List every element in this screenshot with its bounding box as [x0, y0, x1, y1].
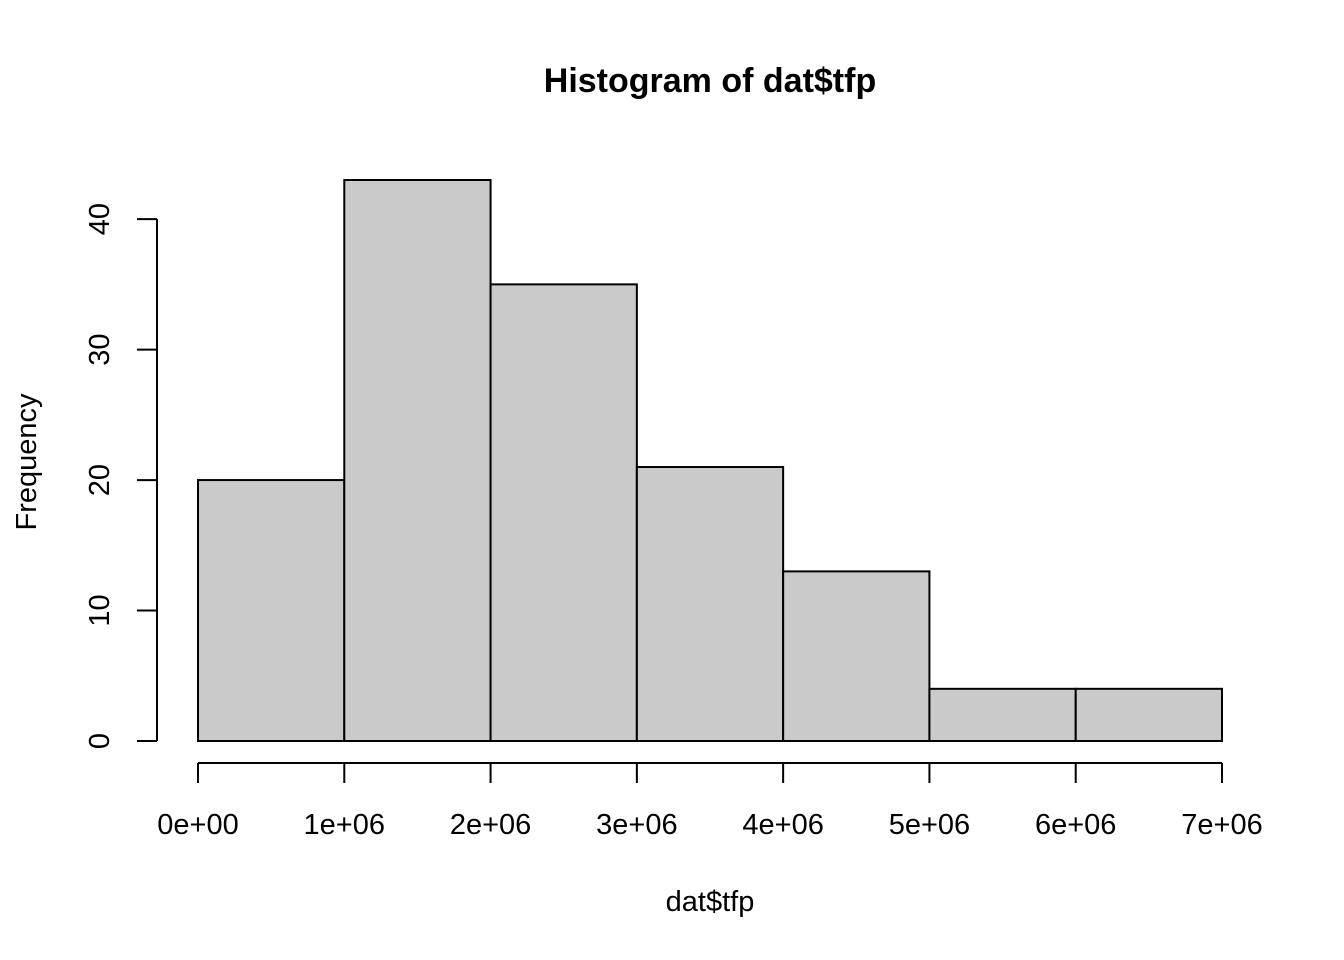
histogram-bar	[782, 570, 931, 742]
chart-title: Histogram of dat$tfp	[544, 62, 876, 100]
x-tick-label: 7e+06	[1181, 809, 1262, 841]
x-tick-label: 0e+00	[157, 809, 238, 841]
x-tick-label: 2e+06	[450, 809, 531, 841]
histogram-bar	[197, 479, 346, 742]
x-tick-label: 4e+06	[742, 809, 823, 841]
histogram-bar	[1074, 687, 1223, 743]
histogram-bar	[928, 687, 1077, 743]
y-axis: 0 10 20 30 40	[84, 203, 158, 749]
y-tick-label: 40	[84, 203, 116, 235]
histogram-bar	[343, 179, 492, 742]
y-tick-label: 0	[84, 733, 116, 749]
x-axis-label: dat$tfp	[666, 886, 755, 918]
x-axis: 0e+00 1e+06 2e+06 3e+06 4e+06 5e+06 6e+06 7e+06	[157, 762, 1263, 841]
y-tick-label: 20	[84, 464, 116, 496]
x-tick-label: 3e+06	[596, 809, 677, 841]
histogram-bar	[489, 283, 638, 742]
bars-group	[197, 179, 1223, 743]
y-tick-label: 10	[84, 594, 116, 626]
y-tick-label: 30	[84, 333, 116, 365]
x-tick-label: 1e+06	[304, 809, 385, 841]
x-tick-label: 5e+06	[889, 809, 970, 841]
y-axis-label: Frequency	[11, 393, 43, 531]
x-tick-label: 6e+06	[1035, 809, 1116, 841]
histogram-bar	[635, 466, 785, 742]
